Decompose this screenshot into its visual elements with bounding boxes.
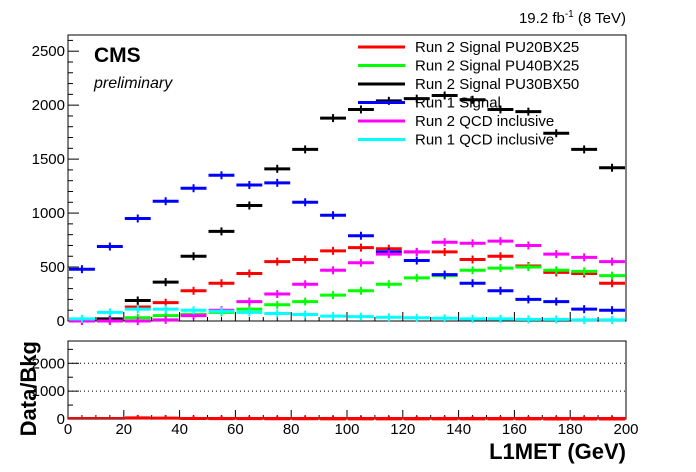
- x-tick-label: 180: [558, 421, 583, 438]
- cms-label: CMS: [94, 44, 141, 67]
- x-tick-label: 60: [227, 421, 244, 438]
- x-axis-title: L1MET (GeV): [489, 439, 626, 464]
- x-tick-label: 100: [334, 421, 359, 438]
- y-tick-label: 0: [57, 411, 65, 428]
- main-y-axis: 0 500 1000 1500 2000 2500: [32, 39, 79, 330]
- y-tick-label: 1000: [32, 205, 65, 222]
- legend-item: Run 1 Signal: [358, 95, 501, 112]
- x-tick-label: 20: [115, 421, 132, 438]
- y-tick-label: 1000: [32, 383, 65, 400]
- x-tick-label: 0: [64, 421, 72, 438]
- ratio-y-axis: 0 1000 2000: [32, 348, 79, 428]
- main-plot-panel: 0 500 1000 1500 2000 2500 CMS preliminary Run…: [32, 34, 627, 330]
- x-tick-label: 200: [613, 421, 638, 438]
- legend-label: Run 1 Signal: [415, 95, 501, 112]
- series-2: [69, 91, 625, 325]
- legend-label: Run 2 Signal PU40BX25: [415, 58, 579, 75]
- x-tick-label: 160: [502, 421, 527, 438]
- lumi-label: 19.2 fb-1 (8 TeV): [519, 9, 626, 27]
- ratio-y-axis-title: Data/Bkg: [16, 341, 41, 436]
- legend-item: Run 1 QCD inclusive: [358, 132, 554, 149]
- y-tick-label: 2000: [32, 97, 65, 114]
- legend-label: Run 1 QCD inclusive: [415, 132, 554, 149]
- legend-label: Run 2 Signal PU20BX25: [415, 39, 579, 56]
- ratio-series-0: [124, 414, 625, 421]
- legend-item: Run 2 Signal PU20BX25: [358, 39, 579, 56]
- series-5: [69, 305, 625, 324]
- y-tick-label: 1500: [32, 151, 65, 168]
- legend-label: Run 2 Signal PU30BX50: [415, 76, 579, 93]
- ratio-plot-panel: 0 1000 2000 0 20 40 60 80 100 120 140 160 180 200 L1…: [16, 340, 639, 464]
- y-tick-label: 2500: [32, 43, 65, 60]
- legend: Run 2 Signal PU20BX25 Run 2 Signal PU40BX…: [358, 39, 579, 149]
- series-3: [69, 171, 625, 315]
- x-tick-label: 80: [283, 421, 300, 438]
- x-tick-label: 140: [446, 421, 471, 438]
- legend-item: Run 2 Signal PU30BX50: [358, 76, 579, 93]
- legend-label: Run 2 QCD inclusive: [415, 113, 554, 130]
- x-tick-label: 40: [171, 421, 188, 438]
- y-tick-label: 2000: [32, 355, 65, 372]
- ratio-gridlines: [68, 362, 626, 392]
- y-tick-label: 500: [40, 259, 65, 276]
- x-tick-label: 120: [390, 421, 415, 438]
- preliminary-label: preliminary: [93, 75, 173, 92]
- ratio-series-group: [68, 414, 626, 421]
- y-tick-label: 0: [57, 313, 65, 330]
- legend-item: Run 2 Signal PU40BX25: [358, 58, 579, 75]
- ratio-x-axis: 0 20 40 60 80 100 120 140 160 180 200: [64, 410, 639, 438]
- main-series-group: [69, 91, 625, 325]
- legend-item: Run 2 QCD inclusive: [358, 113, 554, 130]
